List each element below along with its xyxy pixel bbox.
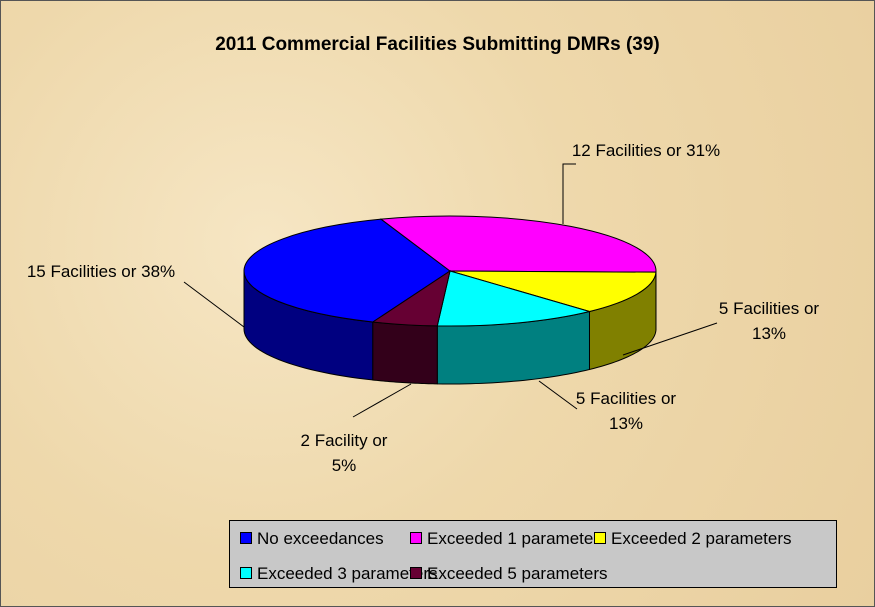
legend-label: Exceeded 1 parameter [427,529,599,548]
data-label: 2 Facility or 5% [300,431,388,475]
legend-label: Exceeded 3 parameters [257,564,438,583]
pie-side [372,321,438,385]
legend-item: Exceeded 3 parameters [240,564,438,584]
leader-line [352,383,412,418]
legend-swatch [240,567,252,579]
data-label: 12 Facilities or 31% [571,141,721,160]
legend-swatch [594,532,606,544]
pie-slice [371,269,451,327]
data-label: 15 Facilities or 38% [26,262,176,281]
legend-label: Exceeded 5 parameters [427,564,608,583]
legend-swatch [240,532,252,544]
legend-item: No exceedances [240,529,384,549]
legend-swatch [410,532,422,544]
leader-line [562,163,576,224]
legend-label: Exceeded 2 parameters [611,529,792,548]
chart-title: 2011 Commercial Facilities Submitting DM… [215,34,660,55]
data-label: 5 Facilities or 13% [718,299,820,343]
legend-label: No exceedances [257,529,384,548]
legend-swatch [410,567,422,579]
legend-item: Exceeded 2 parameters [594,529,792,549]
pie-slice [436,270,592,327]
data-label: 5 Facilities or 13% [575,389,677,433]
legend-item: Exceeded 1 parameter [410,529,599,549]
legend-item: Exceeded 5 parameters [410,564,608,584]
legend: No exceedances Exceeded 1 parameter Exceed… [229,520,837,588]
pie-slice [379,215,657,273]
leader-line [622,322,718,356]
pie-slice [243,218,451,323]
pie-slice [449,270,657,312]
leader-line [538,380,578,410]
leader-line [183,281,245,328]
